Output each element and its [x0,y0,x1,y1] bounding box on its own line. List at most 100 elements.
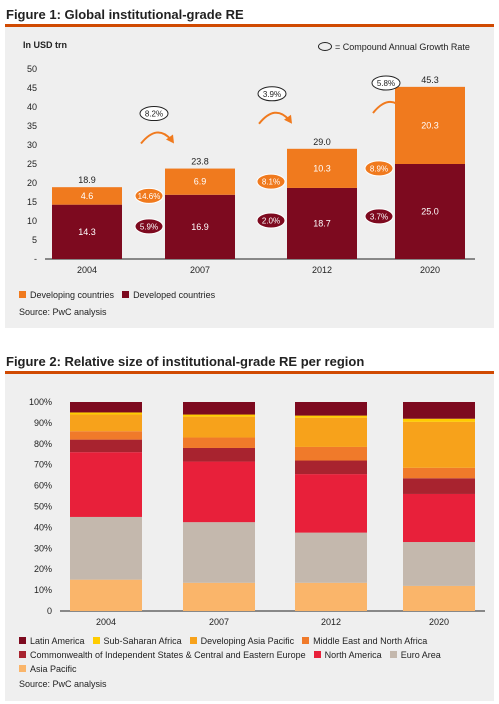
total-label: 23.8 [191,157,209,167]
cagr-legend: = Compound Annual Growth Rate [318,42,470,52]
legend-label-latin-america: Latin America [30,636,85,646]
legend-label-sub-saharan-africa: Sub-Saharan Africa [103,636,182,646]
y-tick-label: 25 [27,159,37,169]
figure1-source: Source: PwC analysis [19,307,107,317]
cagr-total-oval [257,86,287,102]
bar-segment-developing-asia-pacific [70,414,142,432]
y-tick-label: 10% [34,585,52,595]
bar-segment-cis-cee [403,478,475,494]
growth-arrowhead [284,114,292,124]
total-label: 45.3 [421,75,439,85]
bar-segment-sub-saharan-africa [295,415,367,418]
legend-item-developing: Developing countries [19,288,114,302]
y-tick-label: 0 [47,606,52,616]
legend-item-latin-america: Latin America [19,634,85,648]
data-label-developed: 14.3 [78,227,96,237]
legend-item-developing-asia-pacific: Developing Asia Pacific [189,634,294,648]
bar-segment-middle-east-north-africa [295,446,367,461]
bar-segment-middle-east-north-africa [403,467,475,479]
cagr-legend-text: = Compound Annual Growth Rate [335,42,470,52]
legend-swatch-cis-cee [19,651,26,658]
bar-segment-middle-east-north-africa [183,437,255,448]
bar-segment-north-america [295,474,367,533]
figure2-panel: Figure 2: Relative size of institutional… [5,352,494,701]
figure2-chart: 0 10% 20% 30% 40% 50% 60% 70% 80% 90% 100% 2004 2007… [29,397,485,627]
y-tick-label: 5 [32,235,37,245]
cagr-developing-label: 14.6% [138,192,161,201]
bar-segment-sub-saharan-africa [403,418,475,422]
bar-developed [165,194,235,259]
figure1-legend: Developing countries Developed countries [19,288,223,302]
x-tick-label: 2020 [429,617,449,627]
legend-item-asia-pacific: Asia Pacific [19,662,77,676]
figure1-panel: Figure 1: Global institutional-grade RE … [5,5,494,328]
bar-developed [287,187,357,259]
legend-item-cis-cee: Commonwealth of Independent States & Cen… [19,648,306,662]
legend-swatch-asia-pacific [19,665,26,672]
y-tick-label: 35 [27,121,37,131]
legend-label-developing: Developing countries [30,290,115,300]
legend-swatch-euro-area [389,651,397,658]
y-tick-label: - [34,254,37,264]
cagr-developed-oval [364,208,394,225]
legend-swatch-latin-america [19,637,26,644]
legend-item-sub-saharan-africa: Sub-Saharan Africa [92,634,182,648]
cagr-total-oval [371,75,401,91]
bar-developed [395,164,465,259]
bar-developing [165,168,235,195]
y-tick-label: 90% [34,418,52,428]
data-label-developed: 18.7 [313,218,331,228]
bar-segment-north-america [403,493,475,543]
legend-swatch-developed [122,291,130,298]
figure1-title: Figure 1: Global institutional-grade RE [5,5,494,27]
bar-segment-euro-area [295,532,367,583]
y-tick-label: 70% [34,460,52,470]
cagr-developing-oval [134,187,164,204]
bar-segment-cis-cee [70,439,142,453]
legend-label-asia-pacific: Asia Pacific [30,664,77,674]
cagr-total-oval [139,106,169,122]
bar-segment-asia-pacific [295,582,367,611]
legend-item-developed: Developed countries [122,288,215,302]
bar-segment-sub-saharan-africa [70,412,142,415]
x-tick-label: 2007 [190,265,210,275]
legend-label-developed: Developed countries [133,290,216,300]
cagr-oval-icon [318,42,332,51]
bar-segment-euro-area [70,516,142,580]
growth-arrow [372,101,404,114]
y-tick-label: 20 [27,178,37,188]
growth-arrowhead [398,104,406,113]
figure2-title: Figure 2: Relative size of institutional… [5,352,494,374]
cagr-developed-label: 2.0% [262,216,280,225]
cagr-total-label: 8.2% [145,110,163,119]
cagr-developed-oval [256,212,286,229]
bar-segment-asia-pacific [403,585,475,611]
data-label-developed: 16.9 [191,222,209,232]
bar-segment-latin-america [70,402,142,413]
cagr-total-label: 5.8% [377,79,395,88]
growth-arrowhead [166,134,174,144]
bar-developed [52,204,122,259]
data-label-developing: 20.3 [421,120,439,130]
legend-item-north-america: North America [313,648,382,662]
bar-segment-latin-america [183,402,255,415]
legend-label-mena: Middle East and North Africa [313,636,428,646]
y-tick-label: 40 [27,102,37,112]
bar-segment-middle-east-north-africa [70,431,142,440]
bar-segment-north-america [183,461,255,523]
cagr-total-label: 3.9% [263,90,281,99]
data-label-developing: 10.3 [313,163,331,173]
growth-arrow [140,131,172,145]
y-tick-label: 80% [34,439,52,449]
legend-label-euro-area: Euro Area [400,650,441,660]
total-label: 18.9 [78,175,96,185]
legend-swatch-north-america [313,651,321,658]
bar-segment-developing-asia-pacific [295,417,367,447]
bar-developing [52,187,122,205]
legend-swatch-sub-saharan-africa [92,637,100,644]
legend-item-euro-area: Euro Area [389,648,441,662]
bar-segment-latin-america [403,402,475,419]
y-tick-label: 10 [27,216,37,226]
y-tick-label: 20% [34,564,52,574]
cagr-developed-oval [134,218,164,235]
